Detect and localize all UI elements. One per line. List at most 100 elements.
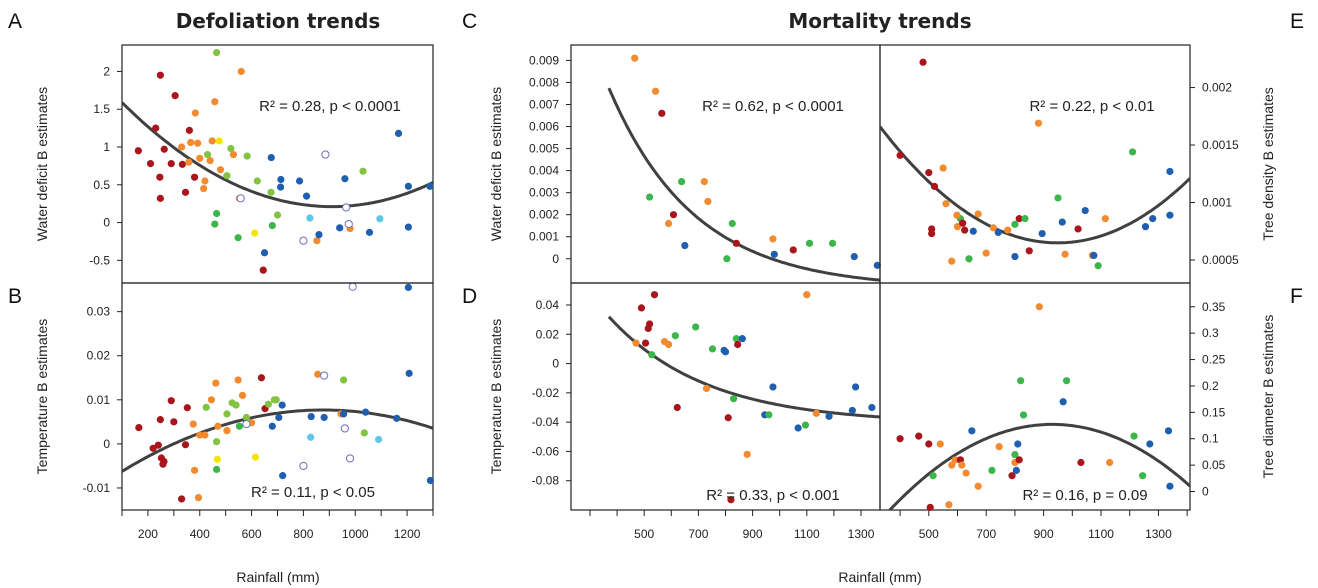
data-point	[641, 339, 650, 347]
data-point	[1166, 211, 1174, 219]
data-point	[677, 178, 686, 186]
data-point	[272, 396, 280, 404]
data-point	[1077, 458, 1085, 467]
data-point	[295, 177, 304, 185]
plot-frame	[570, 44, 881, 284]
data-point	[178, 160, 186, 168]
y-tick-label: 0.001	[529, 230, 559, 244]
data-point	[728, 219, 736, 228]
fit-curve	[607, 315, 880, 419]
data-point	[962, 469, 970, 477]
data-point	[259, 266, 267, 274]
data-point	[669, 211, 678, 219]
title-mortality: Mortality trends	[788, 9, 971, 33]
data-point	[234, 376, 242, 384]
data-point	[268, 221, 276, 230]
data-point	[345, 454, 355, 463]
data-point	[190, 173, 199, 181]
fit-curve	[122, 101, 433, 209]
data-point	[637, 304, 646, 312]
y-tick-label: 0.25	[1202, 353, 1226, 367]
data-point	[339, 410, 348, 418]
data-point	[1166, 167, 1174, 176]
y-axis-label: Tree diameter B estimates	[1260, 315, 1276, 479]
data-point	[194, 139, 202, 147]
x-tick-label: 700	[976, 527, 996, 541]
data-point	[341, 175, 349, 183]
data-point	[951, 456, 959, 464]
y-tick-label: 0.007	[529, 98, 559, 112]
data-point	[134, 147, 142, 155]
y-axis-label: Temperature B estimates	[34, 319, 50, 475]
y-tick-label: 0.005	[529, 142, 559, 156]
panel-d: -0.08 -0.06 -0.04 -0.02 0 0.02 0.04 500 700 900 11…	[488, 282, 881, 541]
y-tick-label: 0.008	[529, 75, 559, 89]
data-point	[207, 396, 216, 404]
data-point	[1015, 215, 1023, 223]
plot-frame	[570, 282, 881, 511]
x-tick-label: 1200	[394, 527, 421, 541]
data-point	[982, 249, 990, 257]
data-point	[953, 223, 962, 231]
data-point	[650, 291, 659, 299]
x-axis-label-left: Rainfall (mm)	[236, 569, 319, 585]
data-point	[321, 150, 330, 159]
y-axis-label: Temperature B estimates	[488, 319, 504, 475]
data-point	[267, 188, 275, 196]
y-tick-label: 2	[103, 64, 110, 78]
data-point	[171, 92, 179, 100]
data-point	[1038, 229, 1046, 238]
data-point	[812, 409, 820, 417]
data-point	[213, 455, 221, 463]
data-point	[805, 239, 814, 247]
y-tick-label: 0.3	[1202, 326, 1219, 340]
data-point	[264, 400, 273, 408]
data-point	[1130, 432, 1138, 440]
data-point	[1035, 303, 1043, 311]
data-point	[200, 184, 208, 193]
data-point	[320, 413, 328, 422]
data-point	[404, 182, 412, 190]
data-point	[732, 239, 740, 247]
data-point	[994, 228, 1002, 237]
x-tick-label: 800	[293, 527, 313, 541]
y-tick-label: 0	[552, 252, 559, 266]
data-point	[315, 231, 323, 239]
data-point	[1101, 215, 1109, 223]
data-point	[156, 194, 164, 202]
y-tick-label: 0.0005	[1202, 253, 1239, 267]
data-point	[646, 193, 654, 201]
data-point	[336, 224, 344, 232]
panel-letter-e: E	[1290, 10, 1304, 33]
y-tick-label: 0	[103, 216, 110, 230]
y-tick-label: 0.0015	[1202, 138, 1239, 152]
data-point	[1034, 119, 1043, 127]
data-point	[314, 370, 322, 378]
data-point	[723, 255, 731, 263]
data-point	[160, 145, 168, 153]
data-point	[948, 257, 956, 265]
x-tick-label: 900	[1034, 527, 1054, 541]
data-point	[925, 440, 933, 448]
data-point	[215, 137, 223, 145]
data-point	[631, 54, 639, 62]
data-point	[1011, 252, 1019, 261]
x-tick-label: 400	[190, 527, 210, 541]
data-point	[299, 236, 308, 245]
data-point	[313, 237, 321, 245]
data-point	[915, 432, 923, 440]
data-point	[307, 433, 315, 441]
y-tick-label: 0.003	[529, 186, 559, 200]
data-point	[727, 496, 735, 504]
data-point	[237, 67, 245, 76]
data-point	[965, 255, 973, 263]
data-point	[658, 109, 666, 117]
data-point	[212, 209, 221, 218]
y-axis-label: Water deficit B estimates	[488, 87, 504, 241]
data-point	[732, 335, 740, 343]
data-point	[646, 320, 654, 328]
y-tick-label: 0	[1202, 485, 1209, 499]
data-point	[196, 431, 204, 439]
data-point	[223, 410, 231, 418]
data-point	[160, 457, 168, 466]
